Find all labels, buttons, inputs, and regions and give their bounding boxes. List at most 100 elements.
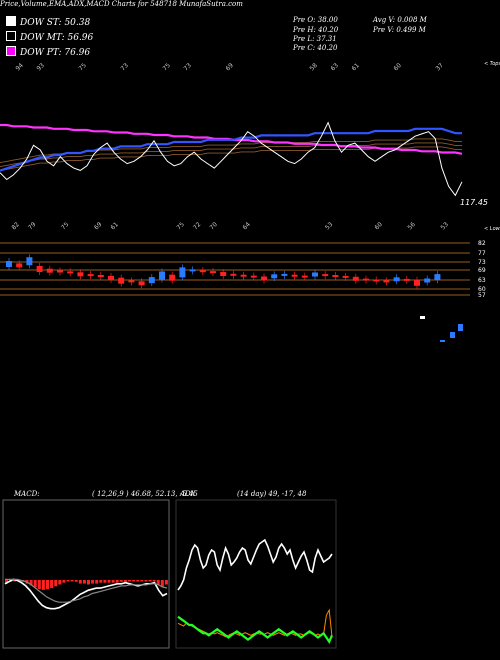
bottom-tick-label: 75	[60, 221, 70, 231]
macd-hist-bar	[82, 580, 86, 584]
top-tick-label: 73	[119, 62, 129, 72]
macd-hist-bar	[66, 580, 70, 582]
bottom-tick-label: 70	[208, 221, 218, 231]
candle-body	[67, 271, 74, 274]
candle-body	[363, 278, 369, 281]
top-tick-label: 61	[350, 62, 360, 72]
macd-hist-bar	[87, 580, 90, 585]
candle-body	[322, 274, 329, 277]
last-price-label: 117.45	[460, 198, 488, 207]
stat-pre-volume: Pre V: 0.499 M	[373, 26, 426, 34]
macd-hist-bar	[33, 580, 37, 588]
level-label: 69	[478, 267, 486, 274]
candle-body	[138, 281, 145, 286]
candle-body	[46, 268, 53, 273]
candle-body	[424, 278, 431, 283]
top-tick-label: 73	[182, 62, 192, 72]
adx-frame	[175, 499, 337, 649]
macd-hist-bar	[132, 580, 136, 582]
bottom-tick-label: 82	[10, 221, 20, 231]
candle-body	[230, 273, 237, 276]
candle-body	[87, 274, 94, 277]
macd-hist-bar	[29, 580, 33, 586]
bottom-tick-label: 60	[373, 221, 383, 231]
bottom-tick-label: 53	[324, 221, 334, 231]
macd-hist-bar	[119, 580, 123, 582]
candle-body	[414, 279, 420, 286]
candle-body	[383, 280, 390, 283]
macd-hist-bar	[164, 580, 168, 585]
macd-hist-bar	[107, 580, 111, 583]
swatch-mt	[6, 31, 16, 41]
candle-body	[189, 269, 196, 272]
candle-body	[352, 276, 359, 281]
candle-body	[250, 275, 257, 278]
candle-body	[434, 274, 441, 281]
level-label: 77	[478, 250, 486, 257]
macd-hist-bar	[70, 580, 74, 582]
macd-hist-bar	[99, 580, 103, 583]
candle-body	[6, 261, 12, 267]
adx-panel	[175, 499, 337, 649]
ema-brown-line	[0, 142, 462, 168]
candle-body	[403, 278, 410, 281]
level-label: 63	[478, 277, 486, 284]
lows-label: < Lows	[484, 226, 500, 232]
macd-hist-bar	[103, 580, 107, 583]
candle-body	[271, 274, 278, 279]
candle-body	[312, 272, 318, 277]
macd-hist-bar	[115, 580, 119, 583]
macd-hist-bar	[41, 580, 45, 590]
bottom-tick-label: 69	[93, 221, 103, 231]
bottom-tick-label: 56	[406, 221, 416, 231]
top-tick-label: 60	[392, 62, 402, 72]
candle-body	[210, 271, 216, 274]
candle-body	[118, 277, 125, 284]
stat-pre-high: Pre H: 40.20	[293, 26, 339, 34]
stat-pre-open: Pre O: 38.00	[293, 16, 338, 24]
level-label: 60	[478, 286, 486, 293]
candle-body	[148, 277, 155, 284]
macd-hist-bar	[128, 580, 131, 582]
candle-body	[450, 332, 455, 338]
macd-hist-bar	[37, 580, 41, 589]
stat-avg-volume: Avg V: 0.008 M	[373, 16, 427, 24]
stat-pre-close: Pre C: 40.20	[293, 44, 338, 52]
legend-dow-mt-label: DOW MT: 56.96	[20, 33, 94, 43]
price-panel: 94 93 75 73 75 73 69 58 63 61 60 37 < Tops 82 79 75 69 61…	[0, 61, 500, 232]
candle-body	[342, 275, 349, 278]
legend-dow-st-label: DOW ST: 50.38	[20, 18, 91, 28]
bottom-tick-label: 79	[27, 221, 37, 231]
bottom-tick-label: 61	[109, 221, 119, 231]
candle-body	[36, 266, 43, 272]
swatch-st	[6, 16, 16, 26]
level-label: 57	[478, 292, 486, 299]
level-label: 73	[478, 259, 486, 266]
macd-hist-bar	[62, 580, 66, 583]
macd-hist-bar	[148, 580, 152, 582]
candle-body	[220, 272, 227, 276]
candle-body	[26, 257, 33, 266]
macd-hist-bar	[144, 580, 148, 582]
candle-body	[77, 272, 84, 277]
legend-dow-pt-label: DOW PT: 76.96	[20, 48, 91, 58]
candle-body	[420, 316, 425, 319]
macd-signal-line	[5, 578, 168, 603]
candle-body	[199, 270, 206, 273]
macd-values: ( 12,26,9 ) 46.68, 52.13, -5.45	[92, 490, 198, 498]
candle-body	[16, 263, 23, 268]
candle-body	[159, 271, 165, 280]
macd-hist-bar	[50, 580, 54, 589]
macd-hist-bar	[91, 580, 95, 584]
macd-hist-bar	[152, 580, 156, 582]
candle-body	[291, 274, 298, 277]
adx-values: (14 day) 49, -17, 48	[237, 490, 307, 498]
adx-label: ADX	[180, 490, 196, 498]
top-tick-label: 58	[308, 62, 318, 72]
tops-label: < Tops	[484, 61, 500, 67]
candle-body	[128, 280, 135, 283]
macd-hist-bar	[160, 580, 164, 588]
candle-body	[179, 267, 186, 278]
macd-hist-bar	[95, 580, 99, 584]
top-tick-label: 37	[434, 62, 444, 72]
